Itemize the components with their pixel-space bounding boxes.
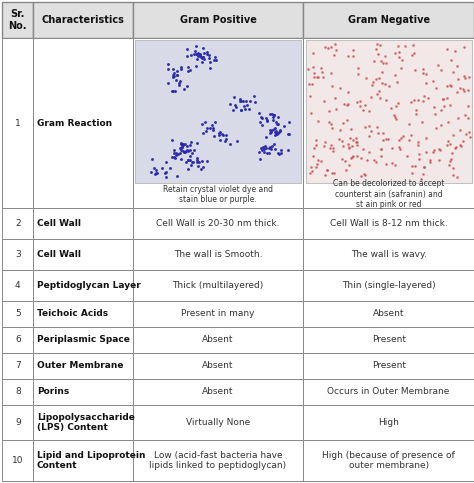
Bar — [2, 208, 33, 239]
Bar — [133, 270, 303, 301]
Bar — [2, 301, 33, 327]
Text: 4: 4 — [15, 281, 20, 290]
Text: Sr.
No.: Sr. No. — [9, 9, 27, 31]
Bar — [2, 38, 33, 208]
Text: Present: Present — [372, 335, 406, 344]
Text: Thin (single-layered): Thin (single-layered) — [342, 281, 436, 290]
Text: Virtually None: Virtually None — [186, 418, 250, 427]
Bar — [303, 379, 474, 405]
Text: 2: 2 — [15, 219, 20, 228]
Text: 8: 8 — [15, 387, 21, 397]
Bar — [133, 353, 303, 379]
Text: Absent: Absent — [202, 335, 234, 344]
Bar — [133, 38, 303, 208]
Bar — [33, 353, 133, 379]
Bar — [133, 440, 303, 481]
Bar — [133, 327, 303, 353]
Text: 1: 1 — [15, 119, 21, 128]
Text: Cell Wall is 8-12 nm thick.: Cell Wall is 8-12 nm thick. — [330, 219, 447, 228]
Text: Thick (multilayered): Thick (multilayered) — [173, 281, 264, 290]
Text: Outer Membrane: Outer Membrane — [37, 361, 123, 370]
Text: 3: 3 — [15, 250, 21, 259]
Bar — [33, 208, 133, 239]
Text: Lipid and Lipoprotein
Content: Lipid and Lipoprotein Content — [37, 451, 146, 470]
Bar — [33, 38, 133, 208]
Bar — [133, 208, 303, 239]
Bar — [133, 379, 303, 405]
Text: The wall is wavy.: The wall is wavy. — [351, 250, 427, 259]
Text: 10: 10 — [12, 456, 24, 465]
Text: Teichoic Acids: Teichoic Acids — [37, 309, 108, 318]
Text: The wall is Smooth.: The wall is Smooth. — [174, 250, 262, 259]
Text: Gram Positive: Gram Positive — [180, 15, 256, 25]
Bar — [133, 2, 303, 38]
Text: Periplasmic Space: Periplasmic Space — [37, 335, 130, 344]
Bar — [303, 208, 474, 239]
Bar — [33, 301, 133, 327]
Text: 6: 6 — [15, 335, 21, 344]
Text: Present: Present — [372, 361, 406, 370]
Text: Peptidoglycan Layer: Peptidoglycan Layer — [37, 281, 141, 290]
Text: High (because of presence of
outer membrane): High (because of presence of outer membr… — [322, 451, 455, 470]
Bar — [33, 405, 133, 440]
Bar — [33, 239, 133, 270]
Bar — [2, 379, 33, 405]
Bar — [133, 301, 303, 327]
Text: Absent: Absent — [202, 361, 234, 370]
Bar — [33, 379, 133, 405]
Bar — [303, 405, 474, 440]
Text: High: High — [378, 418, 399, 427]
Bar — [303, 440, 474, 481]
Bar — [303, 353, 474, 379]
Bar — [133, 405, 303, 440]
Text: Lipopolysaccharide
(LPS) Content: Lipopolysaccharide (LPS) Content — [37, 413, 135, 432]
Bar — [133, 239, 303, 270]
Text: Present in many: Present in many — [181, 309, 255, 318]
Text: Cell Wall: Cell Wall — [37, 250, 81, 259]
Bar — [303, 2, 474, 38]
Text: Cell Wall is 20-30 nm thick.: Cell Wall is 20-30 nm thick. — [156, 219, 280, 228]
Text: Retain crystal violet dye and
stain blue or purple.: Retain crystal violet dye and stain blue… — [163, 185, 273, 204]
Bar — [303, 327, 474, 353]
Bar — [2, 440, 33, 481]
Bar — [303, 301, 474, 327]
Text: Porins: Porins — [37, 387, 69, 397]
Bar — [33, 327, 133, 353]
Bar — [2, 405, 33, 440]
Bar — [2, 2, 33, 38]
Bar — [303, 239, 474, 270]
Bar — [33, 440, 133, 481]
Text: 7: 7 — [15, 361, 21, 370]
Bar — [2, 239, 33, 270]
Bar — [33, 270, 133, 301]
Bar — [2, 353, 33, 379]
Text: Can be decolorized to accept
counterst ain (safranin) and
st ain pink or red: Can be decolorized to accept counterst a… — [333, 180, 445, 209]
Text: Characteristics: Characteristics — [42, 15, 124, 25]
Bar — [2, 270, 33, 301]
Text: 9: 9 — [15, 418, 21, 427]
Text: Low (acid-fast bacteria have
lipids linked to peptidoglycan): Low (acid-fast bacteria have lipids link… — [149, 451, 287, 470]
Bar — [306, 41, 472, 183]
Bar — [303, 270, 474, 301]
Text: Absent: Absent — [373, 309, 404, 318]
Text: Cell Wall: Cell Wall — [37, 219, 81, 228]
Bar — [33, 2, 133, 38]
Bar — [135, 41, 301, 183]
Text: 5: 5 — [15, 309, 21, 318]
Text: Absent: Absent — [202, 387, 234, 397]
Text: Gram Negative: Gram Negative — [347, 15, 430, 25]
Bar — [2, 327, 33, 353]
Text: Occurs in Outer Membrane: Occurs in Outer Membrane — [328, 387, 450, 397]
Text: Gram Reaction: Gram Reaction — [37, 119, 112, 128]
Bar — [303, 38, 474, 208]
